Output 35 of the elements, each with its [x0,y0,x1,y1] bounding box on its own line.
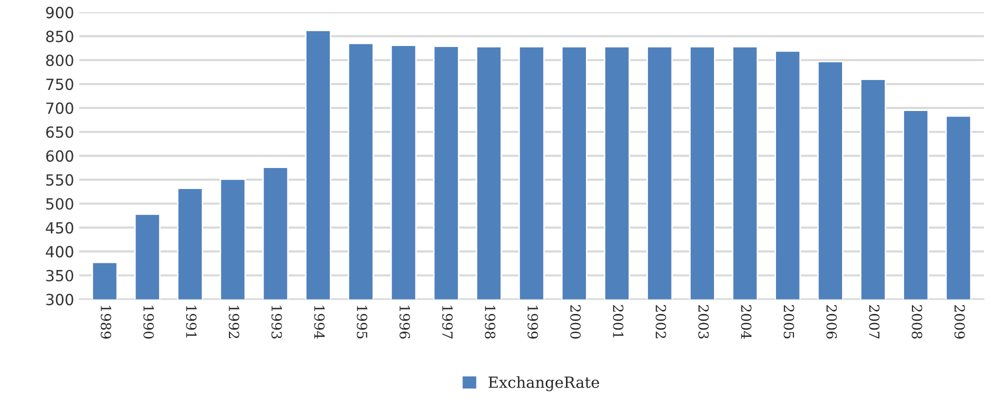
x-tick-label: 2005 [784,305,794,338]
y-tick-label: 900 [46,6,74,18]
x-tick-label: 1992 [228,306,240,338]
y-tick-label: 700 [46,102,74,114]
x-tick-label: 2000 [570,305,581,339]
y-tick-label: 650 [46,126,74,138]
x-tick-label: 1989 [100,306,112,339]
y-tick-label: 450 [46,222,74,234]
x-tick-label: 2001 [612,305,624,338]
x-tick-label: 2008 [912,305,922,339]
x-tick-label: 1999 [528,306,538,339]
x-tick-label: 1990 [143,306,154,339]
x-tick-label: 1997 [442,306,453,339]
y-tick-label: 750 [46,78,74,90]
legend-label: ExchangeRate [488,376,600,392]
y-tick-label: 350 [46,270,74,282]
y-tick-label: 500 [46,198,74,210]
x-tick-label: 1991 [186,306,197,338]
y-tick-label: 800 [46,54,74,66]
y-tick-label: 600 [46,150,74,162]
y-tick-label: 400 [46,246,74,258]
x-tick-label: 2002 [656,305,666,338]
x-tick-label: 1994 [314,306,325,339]
y-tick-label: 300 [46,294,74,306]
x-tick-label: 1998 [484,306,496,339]
x-tick-label: 1995 [356,306,368,338]
x-tick-label: 1996 [400,306,410,339]
x-tick-label: 2006 [826,305,837,339]
y-tick-label: 850 [46,30,74,42]
x-tick-label: 2007 [869,305,880,339]
y-tick-label: 550 [46,174,74,186]
x-tick-label: 2004 [740,305,752,339]
x-tick-label: 2003 [698,305,709,338]
x-tick-label: 1993 [271,306,282,338]
x-tick-label: 2009 [954,305,965,339]
